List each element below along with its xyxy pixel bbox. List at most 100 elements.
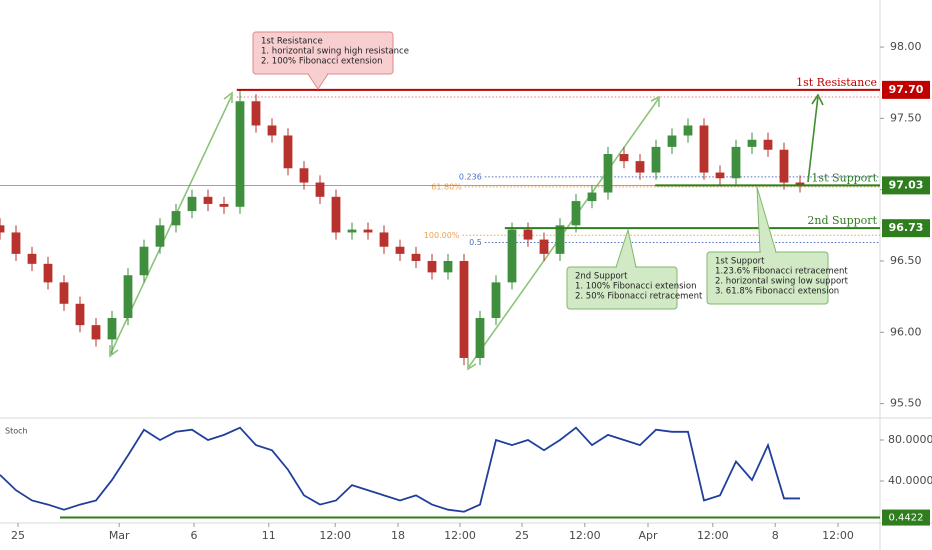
candle-body: [75, 303, 85, 326]
candle-body: [299, 168, 309, 183]
candle-body: [715, 172, 725, 179]
callout-title: 2nd Support: [575, 272, 628, 282]
candle-body: [411, 253, 421, 261]
candle-body: [507, 229, 517, 283]
candle-body: [443, 260, 453, 273]
callout-line: 1. horizontal swing high resistance: [261, 47, 409, 57]
fib-label: 61.80%: [431, 182, 462, 191]
level-tag: [882, 176, 930, 195]
candle-body: [427, 260, 437, 273]
candle-body: [139, 246, 149, 276]
candle-body: [619, 154, 629, 162]
candle-body: [107, 318, 117, 340]
y-tick-label: 97.50: [890, 111, 922, 124]
level-value: 96.73: [889, 221, 924, 234]
stoch-name: Stoch: [5, 427, 28, 436]
x-tick-label: 25: [515, 529, 529, 542]
candle-body: [683, 125, 693, 136]
candle-body: [395, 246, 405, 254]
candle-body: [555, 225, 565, 254]
candle-body: [27, 253, 37, 264]
candle-body: [667, 135, 677, 147]
x-tick-label: 12:00: [822, 529, 854, 542]
candle-body: [539, 239, 549, 254]
target-arrow: [807, 93, 824, 183]
x-tick-label: 6: [191, 529, 198, 542]
stoch-level-label: 0.4422: [889, 513, 924, 524]
x-tick-label: Mar: [109, 529, 130, 542]
candle-body: [235, 101, 245, 207]
candle-body: [0, 225, 5, 233]
candle-body: [251, 101, 261, 126]
stoch-tick-label: 40.0000: [888, 474, 932, 487]
candle-body: [123, 275, 133, 319]
level-tag: [882, 219, 930, 238]
stoch-line: [0, 426, 800, 513]
callout-line: 1.23.6% Fibonacci retracement: [715, 267, 848, 277]
arrow: [807, 95, 819, 183]
arrow-head: [811, 93, 824, 106]
level-name: 2nd Support: [807, 214, 877, 227]
callout-line: 3. 61.8% Fibonacci extension: [715, 287, 839, 297]
candle-body: [699, 125, 709, 173]
candle-body: [331, 196, 341, 233]
fib-label: 0.5: [469, 238, 482, 247]
candle-body: [203, 196, 213, 204]
candle-body: [763, 139, 773, 150]
x-tick-label: 8: [772, 529, 779, 542]
level-name: 1st Support: [811, 171, 877, 184]
candle-body: [11, 232, 21, 254]
candle-body: [267, 125, 277, 136]
candle-body: [571, 201, 581, 226]
candle-body: [587, 192, 597, 202]
callout-line: 1. 100% Fibonacci extension: [575, 282, 697, 292]
arrow-head: [467, 358, 477, 371]
candle-body: [347, 229, 357, 233]
level-name: 1st Resistance: [796, 76, 877, 89]
candle-body: [379, 232, 389, 247]
arrow-head: [650, 95, 660, 107]
candle-body: [315, 182, 325, 197]
fib-label: 0.236: [459, 172, 482, 181]
level-value: 97.70: [889, 83, 924, 96]
candle-body: [155, 225, 165, 247]
candle-body: [171, 211, 181, 226]
level-tag: [882, 80, 930, 99]
candle-body: [475, 318, 485, 358]
callout-line: 2. 100% Fibonacci extension: [261, 57, 383, 67]
x-tick-label: 12:00: [697, 529, 729, 542]
arrow-head: [223, 91, 233, 103]
x-tick-label: 25: [11, 529, 25, 542]
candle-body: [459, 260, 469, 358]
callout-title: 1st Resistance: [261, 37, 323, 47]
x-tick-label: 18: [391, 529, 405, 542]
candle-body: [43, 263, 53, 283]
y-tick-label: 98.00: [890, 40, 922, 53]
level-value: 97.03: [889, 178, 924, 191]
arrow-head: [109, 345, 119, 358]
y-tick-label: 95.50: [890, 397, 922, 410]
stoch-level-tag: [882, 509, 930, 526]
x-tick-label: 12:00: [569, 529, 601, 542]
candle-body: [59, 282, 69, 304]
x-tick-label: 12:00: [319, 529, 351, 542]
stoch-tick-label: 80.0000: [888, 433, 932, 446]
callout-title: 1st Support: [715, 257, 765, 267]
candle-body: [187, 196, 197, 212]
y-tick-label: 96.50: [890, 254, 922, 267]
candle-body: [91, 325, 101, 340]
y-tick-label: 96.00: [890, 325, 922, 338]
callout-line: 2. horizontal swing low support: [715, 277, 849, 287]
candle-body: [731, 146, 741, 179]
x-tick-label: 11: [262, 529, 276, 542]
candle-body: [795, 182, 805, 186]
x-tick-label: 12:00: [444, 529, 476, 542]
candle-body: [491, 282, 501, 319]
x-tick-label: Apr: [638, 529, 658, 542]
candle-body: [779, 149, 789, 183]
fib-label: 100.00%: [424, 231, 460, 240]
candle-body: [219, 203, 229, 207]
candle-body: [603, 154, 613, 193]
candle-body: [283, 135, 293, 169]
